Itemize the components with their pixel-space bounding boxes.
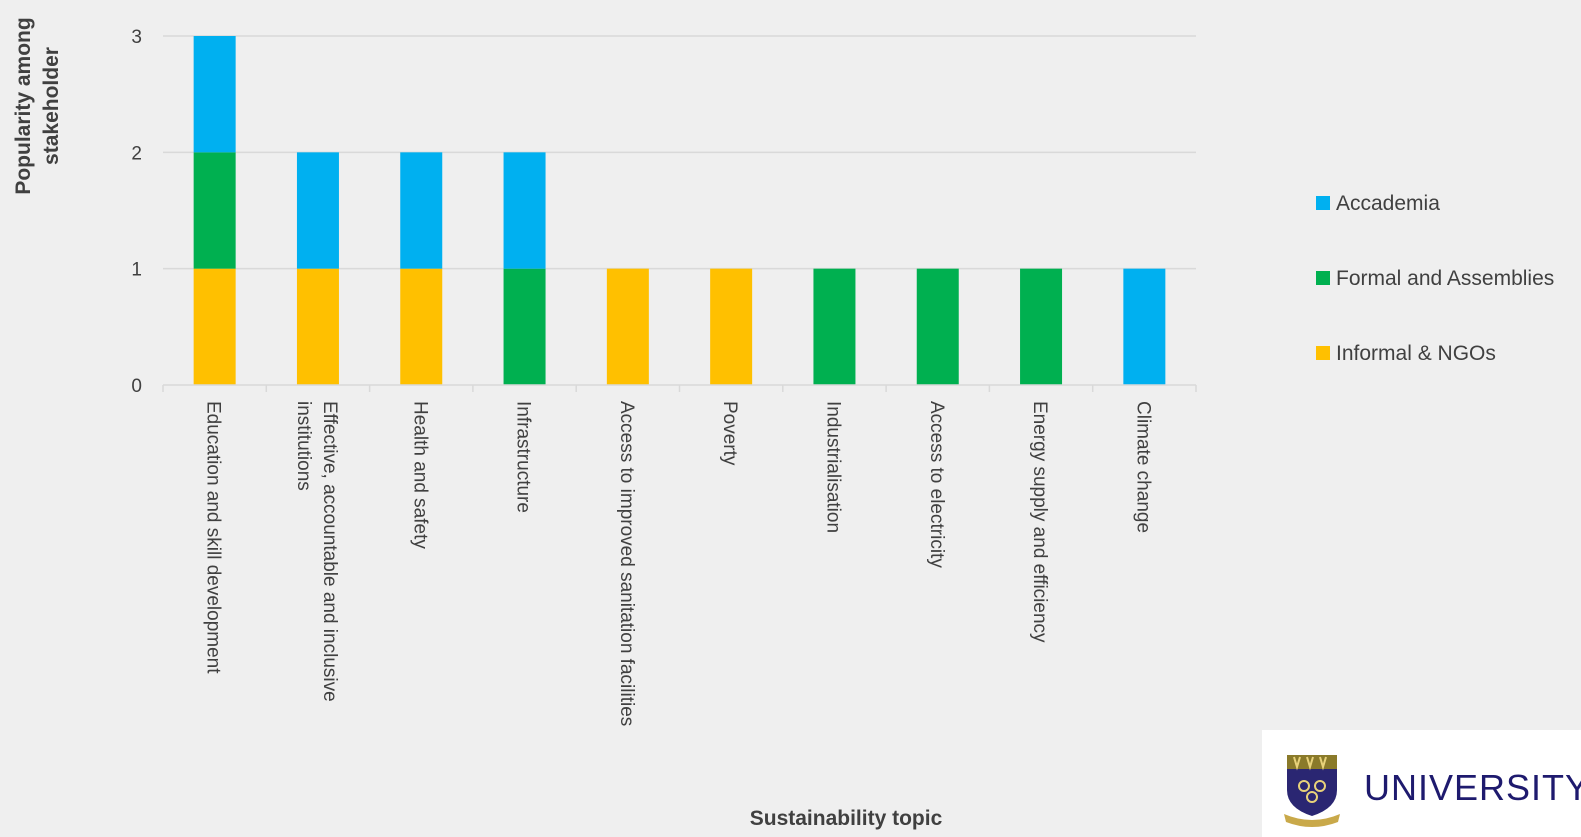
bar-segment [296,152,339,269]
x-category-label: Access to electricity [926,401,947,568]
y-tick-labels: 0 1 2 3 [131,27,142,397]
bar-segment [813,268,856,385]
legend-swatch [1316,271,1330,285]
bar-segment [710,268,753,385]
x-category-label: Industrialisation [822,401,843,533]
y-axis-title-line-2: stakeholder [40,47,63,165]
bar-segment [193,152,236,269]
bar-marks [193,36,1166,385]
y-tick-label: 3 [131,27,142,48]
legend-swatch [1316,346,1330,360]
x-axis-title: Sustainability topic [750,807,943,830]
x-category-label: Energy supply and efficiency [1029,401,1050,643]
bar-segment [503,152,546,269]
legend-label: Accademia [1336,192,1440,215]
bar-segment [400,268,443,385]
y-tick-label: 2 [131,143,142,164]
bar-segment [1123,268,1166,385]
logo-wordmark: UNIVERSITY O [1364,767,1581,808]
crest-icon [1284,755,1340,827]
legend-swatch [1316,196,1330,210]
bar-segment [606,268,649,385]
y-axis-title-line-1: Popularity among [12,17,35,194]
y-tick-label: 0 [131,376,142,397]
bar-segment [1020,268,1063,385]
bar-segment [916,268,959,385]
x-category-label: Health and safety [409,401,430,549]
x-category-label: Poverty [719,401,740,466]
x-category-label: Access to improved sanitation facilities [616,401,637,726]
bar-segment [193,36,236,153]
bar-segment [296,268,339,385]
bar-segment [400,152,443,269]
x-category-label: Effective, accountable and inclusive [319,401,340,702]
x-category-label: institutions [293,401,314,491]
legend-label: Formal and Assemblies [1336,267,1554,290]
x-category-label: Climate change [1132,401,1153,533]
x-category-labels: Education and skill development Effective… [203,401,1154,726]
legend: Accademia Formal and Assemblies Informal &… [1316,192,1554,365]
university-logo: UNIVERSITY O [1262,730,1581,837]
legend-label: Informal & NGOs [1336,342,1496,365]
y-tick-label: 1 [131,260,142,281]
bar-segment [503,268,546,385]
x-category-label: Education and skill development [203,401,224,674]
x-category-label: Infrastructure [513,401,534,513]
bar-segment [193,268,236,385]
